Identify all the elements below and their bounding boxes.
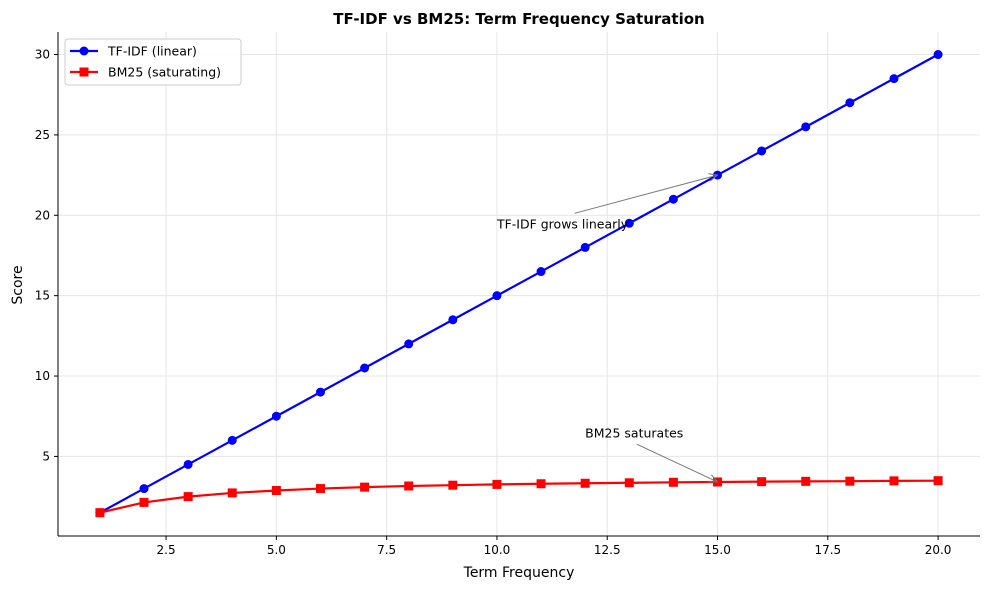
chart-title: TF-IDF vs BM25: Term Frequency Saturatio… [333,10,704,28]
data-point [624,218,634,228]
annotation-text: BM25 saturates [585,425,683,440]
x-tick-label: 5.0 [267,543,286,557]
data-point [227,435,237,445]
data-point [404,339,414,349]
y-tick-label: 25 [35,128,50,142]
data-point [448,315,458,325]
data-point [933,476,943,486]
data-point [536,479,546,489]
legend: TF-IDF (linear) BM25 (saturating) [64,38,242,86]
annotation-arrow [574,175,718,214]
data-point [271,486,281,496]
data-point [448,480,458,490]
data-point [845,476,855,486]
axes: 2.5 5.0 7.5 10.0 12.5 15.0 17.5 20.0 5 10 15 20 25 30 [35,32,980,557]
data-point [757,477,767,487]
data-point [183,459,193,469]
x-tick-label: 17.5 [814,543,841,557]
data-point [360,482,370,492]
annotation-arrow [636,443,718,482]
data-point [889,476,899,486]
x-axis-label: Term Frequency [463,565,575,581]
data-point [933,50,943,60]
annotations: TF-IDF grows linearly BM25 saturates [496,175,718,482]
legend-label: BM25 (saturating) [108,65,221,80]
y-tick-label: 10 [35,369,50,383]
legend-marker [79,46,89,56]
data-point [227,488,237,498]
legend-box [64,38,242,86]
data-point [624,478,634,488]
x-tick-label: 7.5 [377,543,396,557]
y-tick-label: 5 [42,449,50,463]
x-tick-label: 20.0 [925,543,952,557]
y-tick-label: 30 [35,48,50,62]
annotation-text: TF-IDF grows linearly [496,216,629,231]
data-point [845,98,855,108]
data-point [889,74,899,84]
series-line [99,479,939,514]
data-point [801,122,811,132]
data-point [492,479,502,489]
data-point [360,363,370,373]
data-point [801,476,811,486]
data-point [404,481,414,491]
data-point [492,291,502,301]
x-tick-label: 2.5 [157,543,176,557]
data-point [271,411,281,421]
legend-label: TF-IDF (linear) [107,44,197,59]
legend-marker [79,67,89,77]
data-point [315,484,325,494]
y-axis-label: Score [10,265,26,304]
data-point [183,492,193,502]
x-tick-label: 10.0 [484,543,511,557]
data-point [536,267,546,277]
data-point [139,484,149,494]
y-tick-label: 20 [35,208,50,222]
data-point [580,242,590,252]
grid [58,32,980,536]
data-point [668,194,678,204]
data-point [95,508,105,518]
data-point [315,387,325,397]
x-tick-label: 15.0 [704,543,731,557]
data-point [757,146,767,156]
y-tick-label: 15 [35,289,50,303]
x-tick-label: 12.5 [594,543,621,557]
data-point [668,477,678,487]
data-point [580,478,590,488]
data-point [139,497,149,507]
series-layer [95,50,943,518]
series-line [99,53,939,514]
